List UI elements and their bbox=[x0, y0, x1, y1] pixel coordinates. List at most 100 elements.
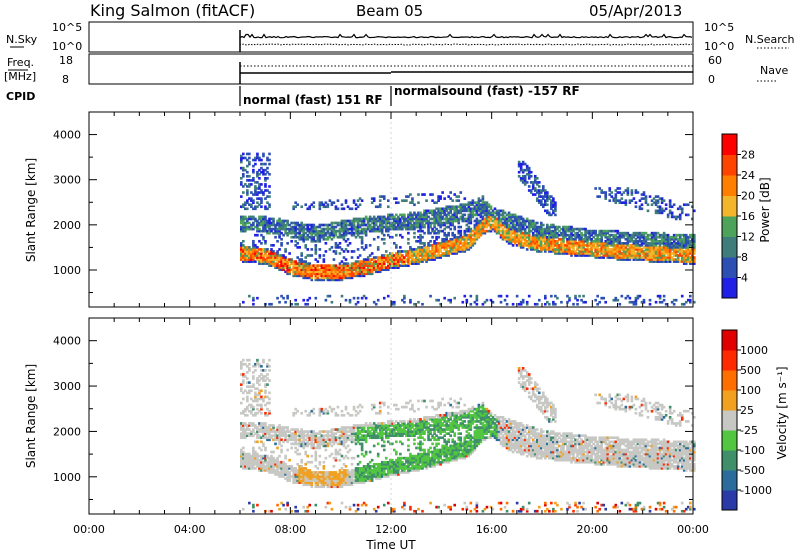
range-gate-cell bbox=[250, 465, 253, 468]
range-gate-cell bbox=[374, 205, 378, 209]
range-gate-cell bbox=[246, 452, 249, 456]
range-gate-cell bbox=[266, 170, 269, 174]
range-gate-cell bbox=[556, 244, 559, 247]
range-gate-cell bbox=[270, 248, 273, 251]
range-gate-cell bbox=[531, 242, 535, 245]
range-gate-cell bbox=[580, 233, 583, 237]
range-gate-cell bbox=[356, 296, 360, 300]
range-gate-cell bbox=[467, 229, 471, 233]
range-gate-cell bbox=[260, 428, 263, 431]
range-gate-cell bbox=[248, 409, 251, 413]
range-gate-cell bbox=[423, 244, 426, 247]
range-gate-cell bbox=[252, 434, 255, 438]
range-gate-cell bbox=[336, 268, 340, 272]
range-gate-cell bbox=[376, 260, 380, 263]
range-gate-cell bbox=[270, 227, 273, 231]
range-gate-cell bbox=[302, 274, 306, 278]
range-gate-cell bbox=[509, 233, 513, 237]
range-gate-cell bbox=[537, 242, 541, 245]
range-gate-cell bbox=[316, 471, 320, 474]
range-gate-cell bbox=[364, 227, 368, 231]
range-gate-cell bbox=[479, 209, 483, 213]
range-gate-cell bbox=[487, 215, 491, 219]
range-gate-cell bbox=[268, 258, 271, 261]
range-gate-cell bbox=[537, 237, 541, 241]
range-gate-cell bbox=[411, 258, 414, 261]
range-gate-cell bbox=[568, 233, 571, 237]
range-gate-cell bbox=[242, 381, 245, 384]
range-gate-cell bbox=[376, 219, 380, 223]
range-gate-cell bbox=[433, 252, 436, 255]
range-gate-cell bbox=[244, 183, 247, 186]
range-gate-cell bbox=[558, 244, 561, 247]
range-gate-cell bbox=[441, 246, 444, 249]
range-gate-cell bbox=[427, 219, 430, 223]
freq-tick-high: 18 bbox=[59, 54, 73, 67]
range-gate-cell bbox=[433, 229, 436, 233]
range-gate-cell bbox=[493, 225, 497, 229]
range-gate-cell bbox=[487, 217, 491, 221]
range-gate-cell bbox=[411, 219, 414, 223]
range-gate-cell bbox=[594, 254, 597, 257]
range-gate-cell bbox=[531, 185, 535, 188]
range-gate-cell bbox=[246, 217, 249, 221]
range-gate-cell bbox=[542, 244, 545, 247]
range-gate-cell bbox=[658, 239, 662, 243]
range-gate-cell bbox=[614, 254, 618, 257]
range-gate-cell bbox=[284, 465, 287, 468]
range-gate-cell bbox=[282, 254, 285, 257]
range-gate-cell bbox=[300, 260, 304, 263]
range-gate-cell bbox=[632, 197, 636, 200]
range-gate-cell bbox=[608, 250, 612, 253]
range-gate-cell bbox=[552, 300, 555, 304]
range-gate-cell bbox=[499, 229, 503, 233]
range-gate-cell bbox=[276, 252, 279, 255]
range-gate-cell bbox=[469, 207, 473, 211]
range-gate-cell bbox=[399, 256, 402, 259]
range-gate-cell bbox=[252, 450, 255, 454]
range-gate-cell bbox=[294, 274, 297, 278]
range-gate-cell bbox=[598, 187, 601, 190]
range-gate-cell bbox=[443, 237, 446, 241]
range-gate-cell bbox=[636, 248, 640, 251]
range-gate-cell bbox=[413, 250, 416, 253]
range-gate-cell bbox=[316, 233, 320, 237]
range-gate-cell bbox=[626, 244, 630, 247]
range-gate-cell bbox=[556, 239, 559, 243]
range-gate-cell bbox=[268, 223, 271, 227]
range-gate-cell bbox=[246, 254, 249, 257]
range-gate-cell bbox=[254, 225, 257, 229]
range-gate-cell bbox=[429, 252, 432, 255]
range-gate-cell bbox=[680, 252, 684, 255]
range-gate-cell bbox=[284, 507, 287, 511]
range-gate-cell bbox=[441, 207, 444, 211]
range-gate-cell bbox=[562, 235, 565, 239]
range-gate-cell bbox=[598, 233, 601, 237]
range-gate-cell bbox=[250, 460, 253, 464]
range-gate-cell bbox=[280, 258, 283, 261]
range-gate-cell bbox=[266, 248, 269, 251]
range-gate-cell bbox=[686, 235, 690, 239]
range-gate-cell bbox=[449, 221, 452, 225]
range-gate-cell bbox=[535, 244, 539, 247]
range-gate-cell bbox=[672, 302, 676, 306]
range-gate-cell bbox=[433, 239, 436, 243]
range-gate-cell bbox=[552, 211, 555, 215]
range-gate-cell bbox=[244, 460, 247, 464]
range-gate-cell bbox=[274, 458, 277, 462]
range-gate-cell bbox=[318, 409, 322, 413]
range-gate-cell bbox=[250, 205, 253, 209]
range-gate-cell bbox=[409, 227, 412, 231]
range-gate-cell bbox=[266, 467, 269, 470]
range-gate-cell bbox=[288, 252, 291, 255]
range-gate-cell bbox=[656, 260, 660, 263]
range-gate-cell bbox=[596, 256, 599, 259]
range-gate-cell bbox=[610, 250, 614, 253]
range-gate-cell bbox=[519, 302, 523, 306]
range-gate-cell bbox=[562, 225, 565, 229]
range-gate-cell bbox=[278, 426, 281, 429]
range-gate-cell bbox=[286, 266, 289, 270]
range-gate-cell bbox=[258, 393, 261, 397]
range-gate-cell bbox=[264, 395, 267, 399]
range-gate-cell bbox=[304, 302, 308, 306]
